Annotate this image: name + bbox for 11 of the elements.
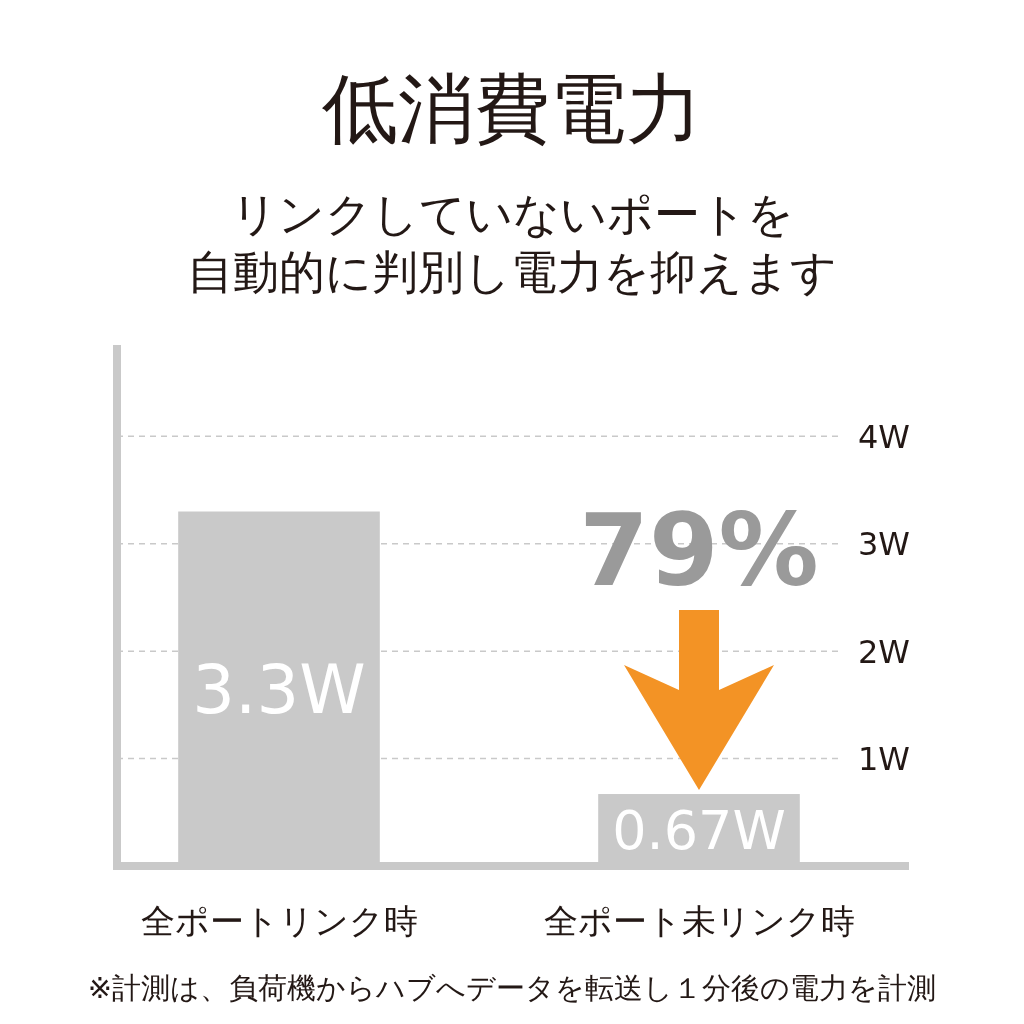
y-tick-label: 1W: [858, 740, 910, 779]
text: 自動的に判別し電力を抑えます: [187, 245, 837, 299]
x-tick-label: 全ポート未リンク時: [543, 901, 855, 941]
text: ※計測は、負荷機からハブへデータを転送し１分後の電力を計測: [87, 971, 937, 1005]
y-tick-label: 2W: [858, 632, 910, 671]
chart-title: 低消費電力: [322, 64, 702, 153]
x-tick-label: 全ポートリンク時: [140, 901, 418, 941]
y-tick-label: 4W: [858, 417, 910, 456]
chart-subtitle: リンクしていないポートを: [230, 187, 794, 241]
annotation: 79%: [579, 492, 819, 610]
y-tick-label: 3W: [858, 525, 910, 564]
